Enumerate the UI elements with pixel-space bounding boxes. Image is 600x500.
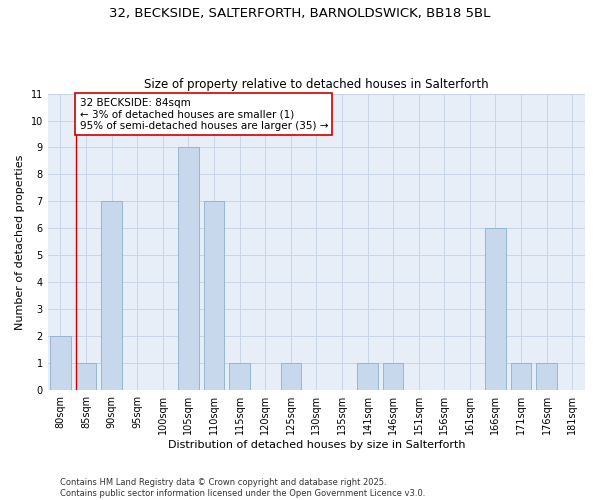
Bar — [511, 363, 531, 390]
Y-axis label: Number of detached properties: Number of detached properties — [15, 154, 25, 330]
Title: Size of property relative to detached houses in Salterforth: Size of property relative to detached ho… — [144, 78, 488, 91]
Bar — [204, 202, 224, 390]
Bar — [357, 363, 378, 390]
Bar — [485, 228, 506, 390]
Bar — [383, 363, 403, 390]
Bar — [178, 148, 199, 390]
Bar — [536, 363, 557, 390]
Text: Contains HM Land Registry data © Crown copyright and database right 2025.
Contai: Contains HM Land Registry data © Crown c… — [60, 478, 425, 498]
Bar — [229, 363, 250, 390]
Bar — [76, 363, 96, 390]
Bar — [281, 363, 301, 390]
Bar — [50, 336, 71, 390]
Text: 32 BECKSIDE: 84sqm
← 3% of detached houses are smaller (1)
95% of semi-detached : 32 BECKSIDE: 84sqm ← 3% of detached hous… — [80, 98, 328, 131]
Bar — [101, 202, 122, 390]
Text: 32, BECKSIDE, SALTERFORTH, BARNOLDSWICK, BB18 5BL: 32, BECKSIDE, SALTERFORTH, BARNOLDSWICK,… — [109, 8, 491, 20]
X-axis label: Distribution of detached houses by size in Salterforth: Distribution of detached houses by size … — [167, 440, 465, 450]
